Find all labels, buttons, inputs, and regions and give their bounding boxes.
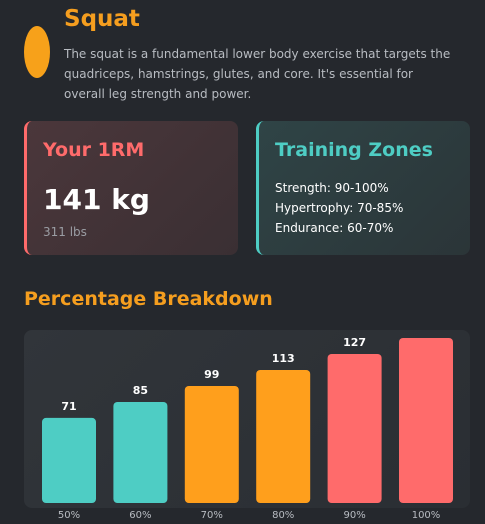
chart-bar-50pct [42,417,96,503]
chart-category-label: 50% [58,510,80,521]
chart-category-label: 70% [201,510,223,521]
breakdown-chart-panel: 71 50% 85 60% 99 70% 113 80% 127 90% 141 100% [24,330,470,521]
exercise-logo-icon [24,26,50,78]
training-zones-list: Strength: 90-100% Hypertrophy: 70-85% En… [275,178,403,238]
chart-category-label: 90% [343,510,365,521]
chart-value-label: 85 [133,384,148,397]
chart-value-label: 127 [343,336,366,349]
chart-bar-90pct [327,353,382,503]
breakdown-chart: 71 50% 85 60% 99 70% 113 80% 127 90% 141 100% [42,330,453,521]
chart-category-label: 100% [412,510,441,521]
zone-endurance: Endurance: 60-70% [275,221,394,235]
one-rm-value: 141 kg [43,183,150,216]
chart-bar-60pct [113,401,168,503]
chart-category-label: 60% [129,510,151,521]
zone-hypertrophy: Hypertrophy: 70-85% [275,201,404,215]
chart-value-label: 141 [415,330,438,333]
chart-bar-100pct [399,338,453,503]
chart-bar-80pct [256,369,311,503]
training-zones-card: Training Zones Strength: 90-100% Hypertr… [256,121,470,255]
breakdown-title: Percentage Breakdown [24,288,273,310]
chart-value-label: 113 [272,352,295,365]
one-rm-card: Your 1RM 141 kg 311 lbs [24,121,238,255]
chart-value-label: 71 [61,400,76,413]
chart-value-label: 99 [204,368,219,381]
training-zones-title: Training Zones [275,139,433,161]
chart-category-label: 80% [272,510,294,521]
one-rm-lbs: 311 lbs [43,225,87,239]
one-rm-title: Your 1RM [43,139,145,161]
exercise-description: The squat is a fundamental lower body ex… [64,47,451,101]
exercise-title: Squat [64,6,140,32]
zone-strength: Strength: 90-100% [275,181,389,195]
chart-bar-70pct [184,385,239,503]
